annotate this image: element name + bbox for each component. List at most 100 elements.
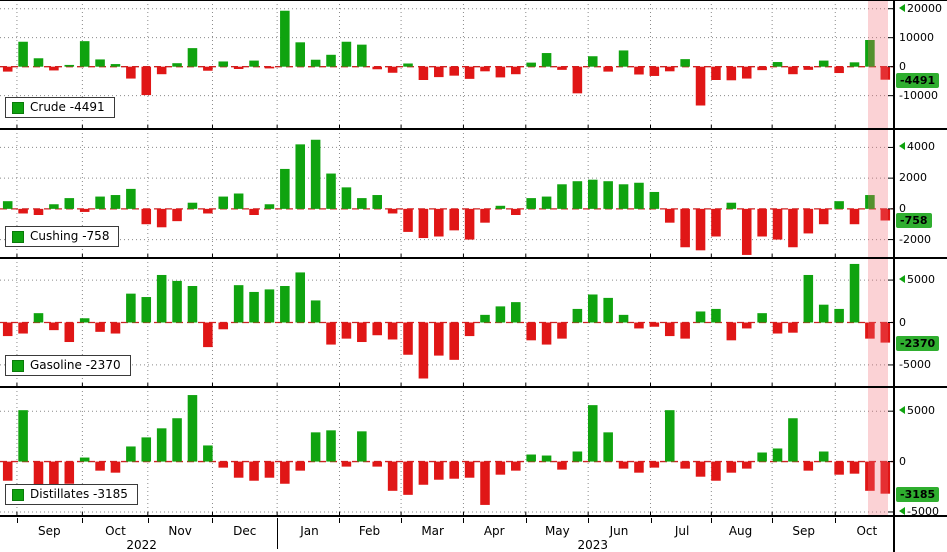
bar [187,286,198,323]
axis-tick-marks [16,410,893,516]
y-tick-label: 0 [899,59,906,73]
bar [818,208,829,225]
bar [772,322,783,334]
bar [741,66,752,79]
bar [2,322,13,337]
bar [772,62,783,67]
last-value-badge: -758 [896,213,932,229]
bar [203,445,213,462]
bar [757,313,767,323]
bar [557,66,567,70]
gridlines [0,387,893,516]
bar [757,208,767,237]
bar [634,461,644,473]
bar [603,181,613,209]
y-tick-label: -2000 [899,232,931,246]
panel-separator [0,128,947,130]
bar [110,461,121,473]
bar [541,53,552,67]
bar [526,198,536,209]
bar [295,461,306,471]
x-boundary-tick [82,518,84,523]
bar [387,208,398,214]
bar [156,66,167,75]
bar [818,304,829,323]
bar [695,311,706,323]
bar [664,410,675,462]
bar [110,195,121,209]
bar [711,461,721,481]
bar [341,322,352,339]
bar [664,208,675,223]
bar [64,198,75,209]
bar [264,461,275,478]
bar [2,66,13,72]
bar [618,461,629,469]
bar [64,64,75,67]
bar [403,208,413,232]
bar [64,322,75,343]
bar [110,64,121,67]
bar [126,293,136,323]
bar [557,184,567,209]
bar [372,195,382,209]
bar [803,208,814,234]
bar [834,201,844,209]
bar [511,302,521,323]
bar [541,455,552,462]
bar [803,66,814,70]
plot-svg-crude [0,0,893,129]
bar [49,461,59,485]
x-boundary-tick [212,518,214,523]
y-tick-label: 5000 [899,405,935,417]
bar [880,208,891,221]
plot-column: Crude -4491 Cushing -758 Gasoline -2370 … [0,0,893,552]
bar [326,430,336,462]
bar [249,461,259,481]
bar [618,184,629,209]
bar [357,431,367,462]
bar [680,461,690,469]
bar [49,66,59,71]
bar [480,66,490,72]
legend-label: Crude -4491 [30,100,105,114]
x-boundary-tick [16,518,18,523]
bar [449,66,459,76]
bar [33,313,44,323]
bar [203,208,213,214]
x-axis: Sep Oct Nov Dec Jan Feb Mar Apr May Jun Jul Aug Sep O… [0,516,893,552]
bar [280,461,290,484]
bar [280,168,290,209]
bar [449,322,459,360]
panel-separator [0,515,947,517]
bar [880,461,891,494]
x-year-label: 2023 [577,538,609,552]
bar [695,461,706,477]
bar [2,201,13,209]
x-boundary-tick [835,518,837,523]
panel-gasoline: Gasoline -2370 [0,258,893,387]
bar [418,322,429,379]
bar [603,66,613,72]
year-separator [277,522,279,549]
bar [418,461,429,485]
bar [18,208,28,214]
bar [603,432,613,462]
bar [280,10,290,67]
bar [79,41,90,67]
bar [233,193,244,209]
bar [357,198,367,209]
bar [233,66,244,69]
x-tick-label: Dec [233,524,257,538]
bar [587,405,598,462]
bar [803,274,814,323]
bar [618,314,629,323]
bar [156,274,167,323]
bar [264,66,275,69]
bar [95,461,105,471]
bar [880,66,891,80]
bar [49,204,59,209]
y-axis-column: 20000 10000 0 -10000 -4491 4000 2000 0 -2000 -758… [893,0,947,552]
bar [480,208,490,223]
x-boundary-tick [401,518,403,523]
